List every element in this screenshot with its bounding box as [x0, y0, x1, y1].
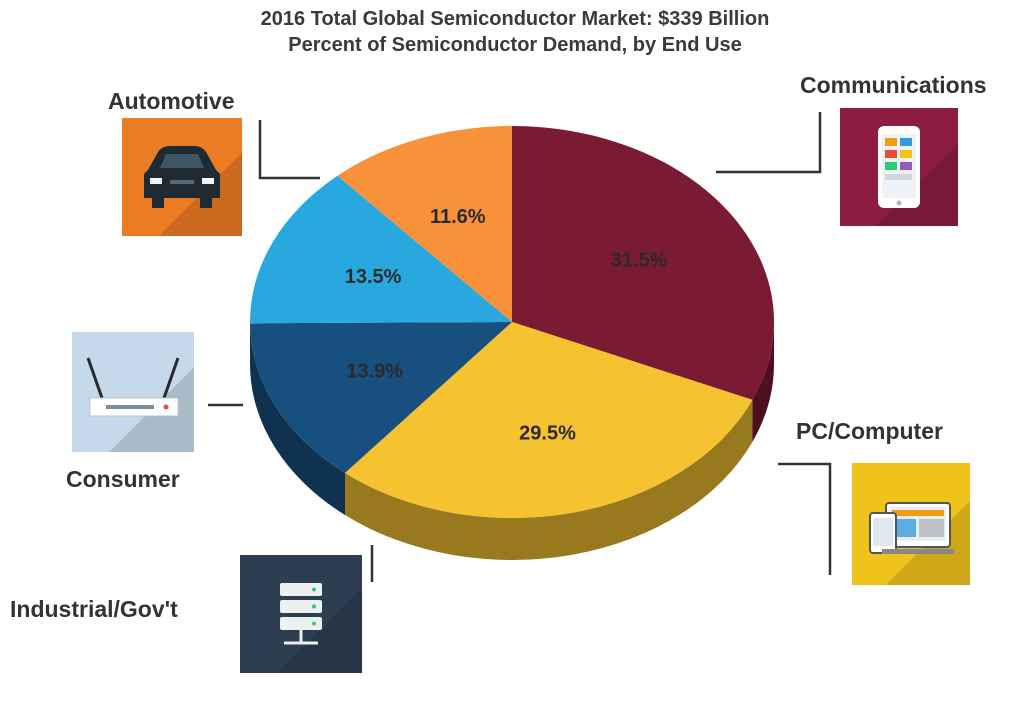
pie-slice-automotive [337, 126, 512, 322]
leader-line-pc [778, 462, 832, 575]
pie-slice-consumer [250, 175, 512, 324]
label-communications: Communications [800, 72, 987, 98]
router-icon [86, 357, 180, 417]
leader-line-automotive [258, 120, 320, 180]
communications-tile [840, 108, 958, 226]
label-industrial: Industrial/Gov't [10, 596, 178, 622]
pie-side-industrial-gov-t [250, 323, 345, 516]
leader-lines [208, 112, 832, 582]
server-icon [280, 583, 322, 645]
leader-line-communications [716, 112, 822, 174]
pie-side-communications [752, 322, 775, 442]
data-label-pc-computer: 29.5% [519, 423, 576, 445]
pie-top [250, 126, 774, 518]
industrial-tile [240, 555, 362, 673]
car-icon [144, 146, 220, 208]
data-label-consumer: 13.5% [345, 266, 402, 288]
data-label-industrial-gov-t: 13.9% [346, 361, 403, 383]
pc-computer-tile [852, 463, 970, 585]
automotive-tile [122, 118, 242, 236]
consumer-tile [72, 332, 194, 452]
label-consumer: Consumer [66, 466, 180, 492]
label-automotive: Automotive [108, 88, 235, 114]
pie-slice-communications [512, 126, 774, 400]
pie-labels: 31.5% 29.5% 13.9% 13.5% 11.6% [345, 206, 668, 445]
pie-depth [250, 322, 775, 560]
data-label-automotive: 11.6% [430, 206, 486, 228]
chart-subtitle: Percent of Semiconductor Demand, by End … [288, 34, 742, 56]
pie-side-pc-computer [344, 399, 753, 560]
data-label-communications: 31.5% [611, 250, 668, 272]
smartphone-icon [878, 126, 920, 208]
label-pc-computer: PC/Computer [796, 418, 943, 444]
chart-title: 2016 Total Global Semiconductor Market: … [260, 8, 770, 30]
devices-icon [869, 502, 954, 554]
pie-slice-pc-computer [344, 322, 753, 518]
pie-slice-industrial-gov-t [250, 322, 512, 474]
